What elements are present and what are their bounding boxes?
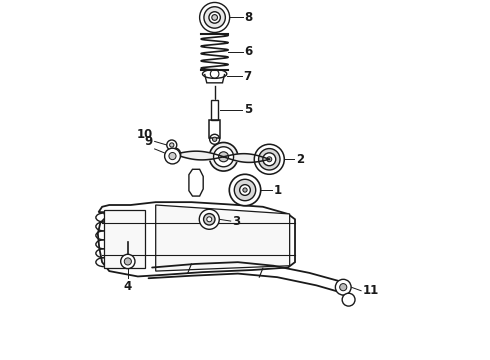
Circle shape (219, 152, 228, 162)
Text: 9: 9 (145, 135, 153, 148)
Text: 1: 1 (273, 184, 281, 197)
Polygon shape (156, 205, 290, 271)
Circle shape (170, 143, 174, 147)
Circle shape (165, 148, 180, 164)
Circle shape (171, 151, 177, 157)
Circle shape (267, 157, 272, 162)
Circle shape (212, 15, 218, 20)
Circle shape (207, 217, 212, 222)
Circle shape (169, 153, 176, 159)
Circle shape (199, 3, 230, 32)
Circle shape (203, 213, 215, 225)
Circle shape (240, 185, 250, 195)
Bar (211, 100, 218, 120)
Circle shape (340, 284, 347, 291)
Circle shape (234, 179, 256, 201)
Text: 7: 7 (243, 70, 251, 83)
Circle shape (259, 149, 280, 170)
Circle shape (213, 137, 217, 141)
Polygon shape (104, 210, 145, 267)
Text: 11: 11 (363, 284, 379, 297)
Circle shape (243, 188, 247, 192)
Circle shape (335, 279, 351, 295)
Circle shape (121, 254, 135, 269)
Polygon shape (189, 169, 203, 196)
Circle shape (204, 7, 225, 28)
Text: 4: 4 (123, 280, 132, 293)
Polygon shape (98, 202, 295, 276)
Text: 5: 5 (244, 103, 252, 116)
Bar (209, 120, 221, 138)
Circle shape (209, 143, 238, 171)
Text: 10: 10 (137, 128, 153, 141)
Circle shape (124, 258, 131, 265)
Circle shape (342, 293, 355, 306)
Circle shape (209, 12, 221, 23)
Circle shape (199, 209, 220, 229)
Circle shape (168, 148, 181, 161)
Circle shape (167, 140, 177, 150)
Text: 8: 8 (245, 11, 253, 24)
Text: 2: 2 (296, 153, 304, 166)
Circle shape (214, 147, 234, 167)
Text: 3: 3 (232, 215, 240, 228)
Circle shape (263, 153, 276, 166)
Circle shape (254, 144, 284, 174)
Circle shape (229, 174, 261, 206)
Text: 6: 6 (245, 45, 253, 58)
